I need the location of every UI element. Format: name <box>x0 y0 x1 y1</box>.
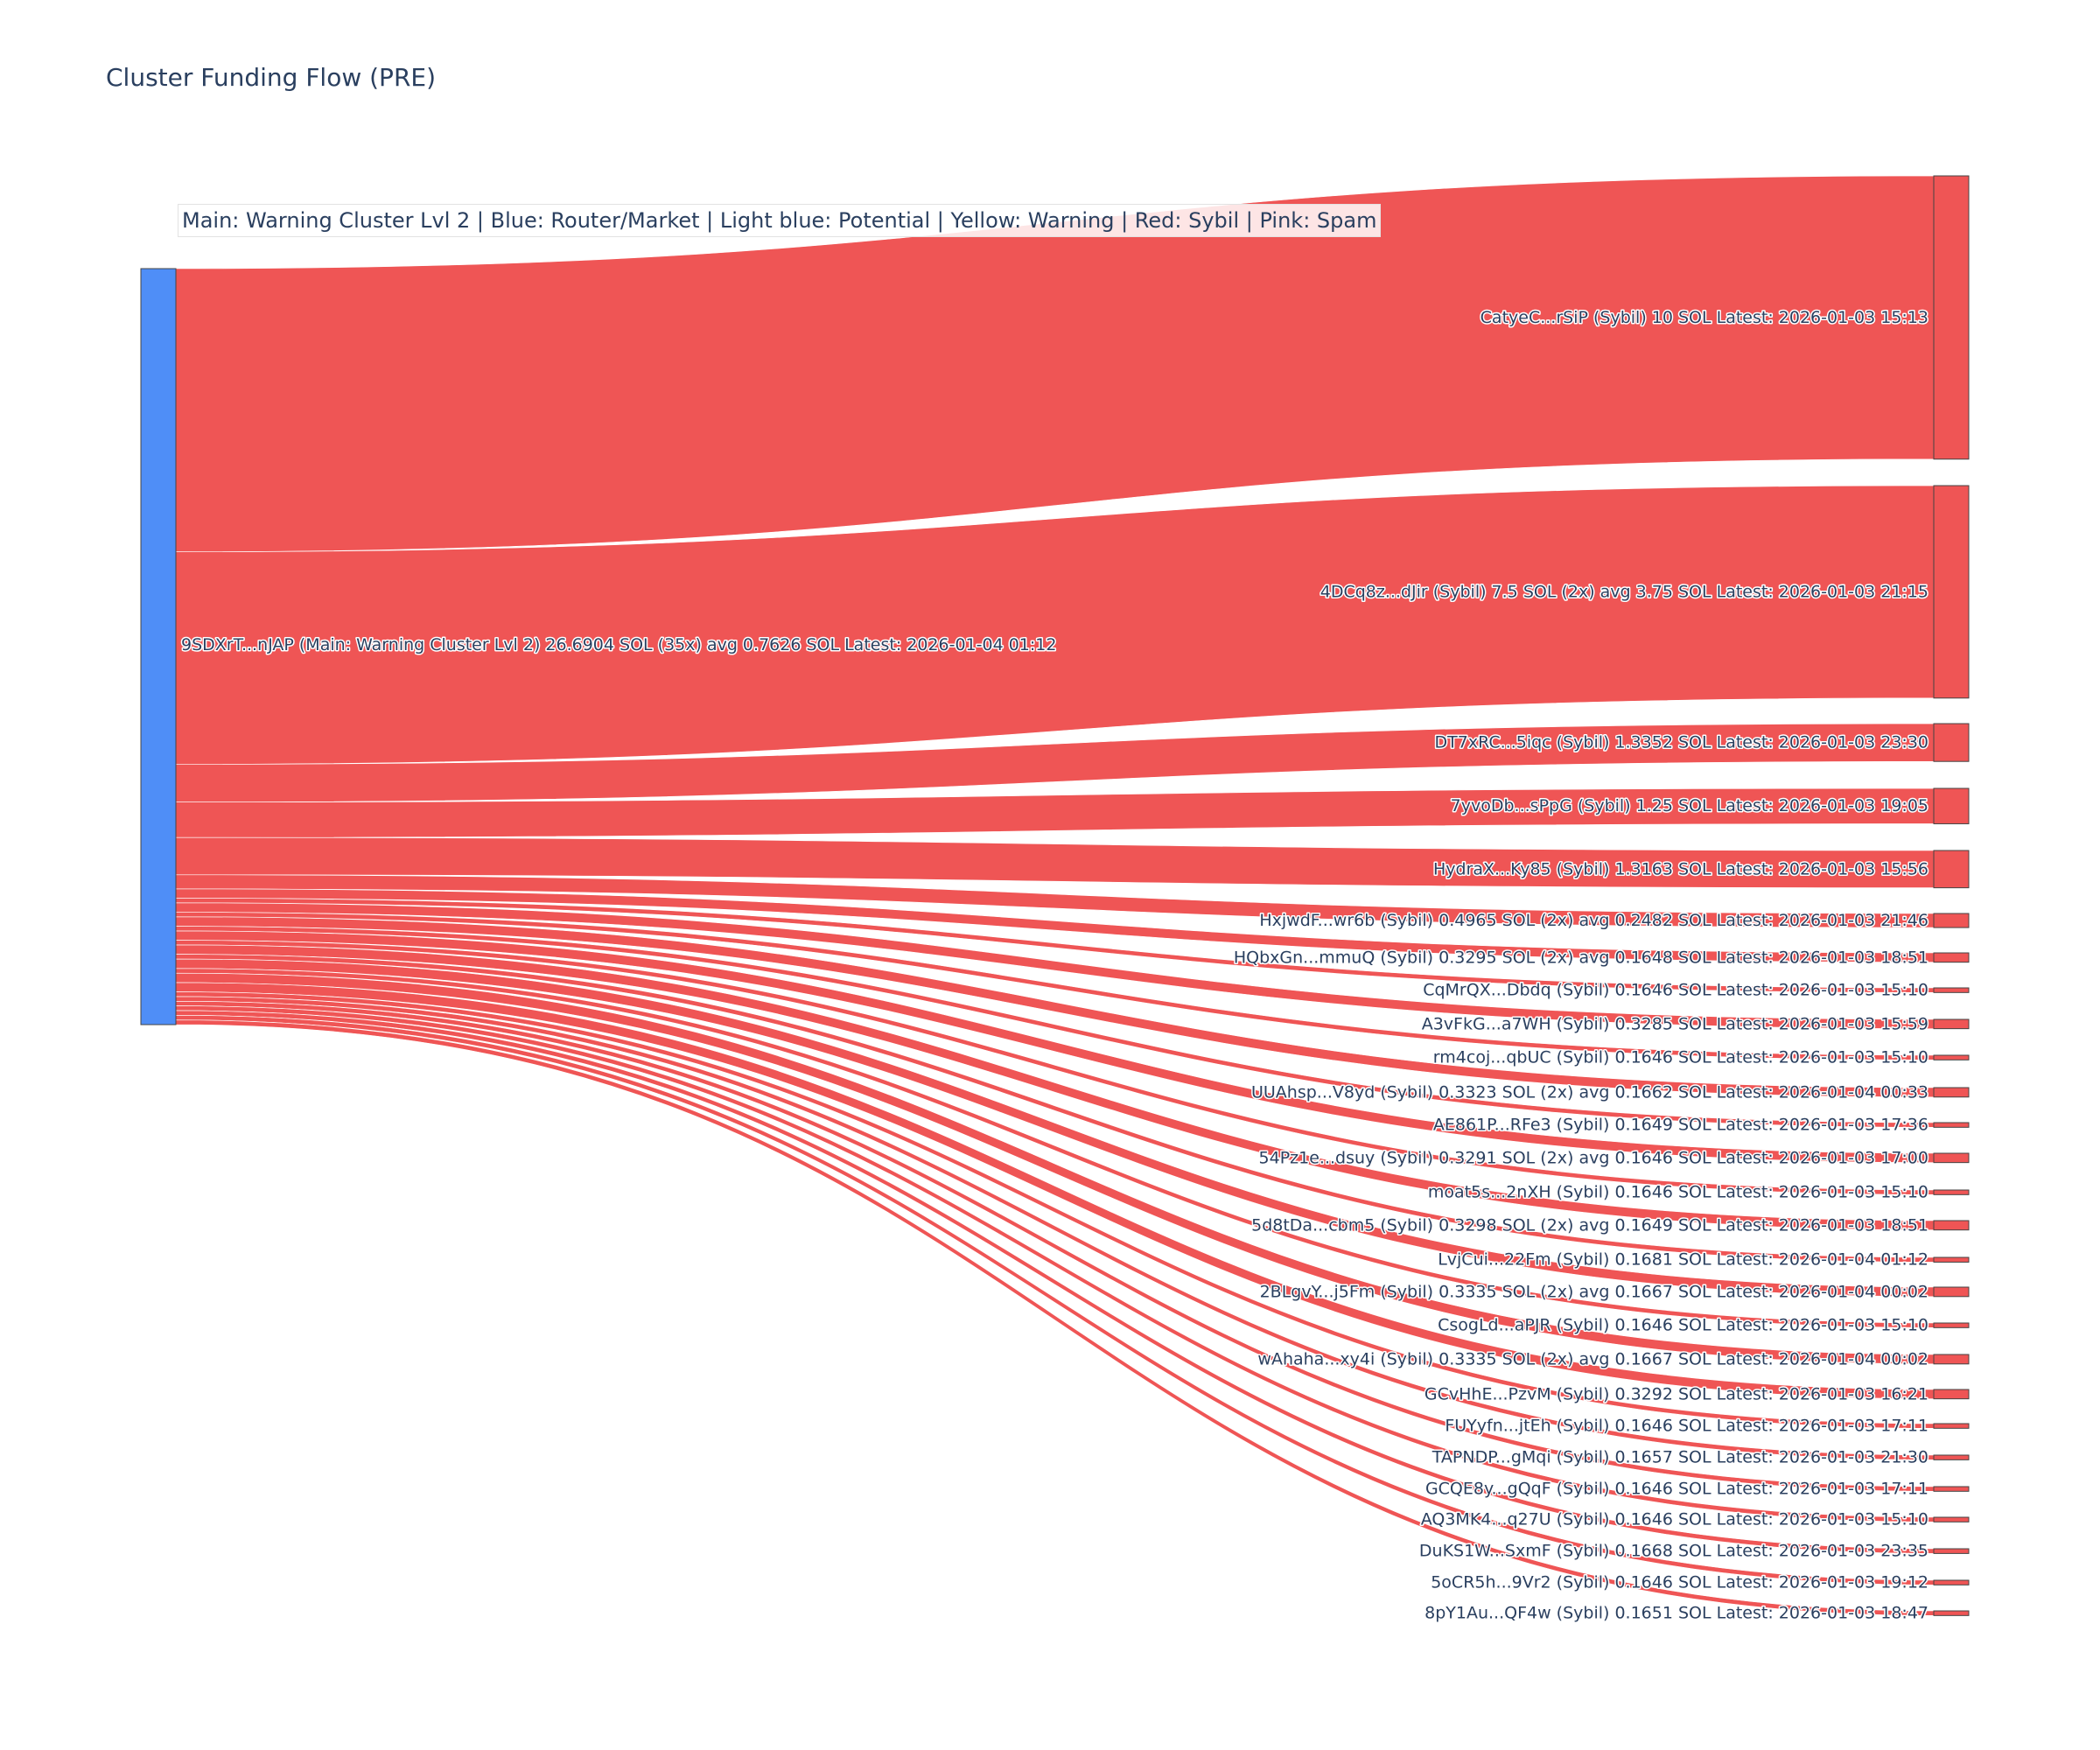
target-label-13: 54Pz1e...dsuy (Sybil) 0.3291 SOL (2x) av… <box>1259 1148 1928 1167</box>
target-label-26: 5oCR5h...9Vr2 (Sybil) 0.1646 SOL Latest:… <box>1431 1573 1928 1592</box>
target-label-10: rm4coj...qbUC (Sybil) 0.1646 SOL Latest:… <box>1433 1048 1928 1068</box>
legend-note: Main: Warning Cluster Lvl 2 | Blue: Rout… <box>178 204 1382 237</box>
target-node-12[interactable] <box>1933 1122 1970 1128</box>
source-label: 9SDXrT...nJAP (Main: Warning Cluster Lvl… <box>181 635 1056 654</box>
target-label-1: CatyeC...rSiP (Sybil) 10 SOL Latest: 202… <box>1480 308 1928 327</box>
target-node-1[interactable] <box>1933 175 1970 460</box>
target-node-14[interactable] <box>1933 1189 1970 1195</box>
target-node-20[interactable] <box>1933 1389 1970 1400</box>
target-label-8: CqMrQX...Dbdq (Sybil) 0.1646 SOL Latest:… <box>1423 981 1928 1000</box>
target-node-25[interactable] <box>1933 1548 1970 1554</box>
target-label-11: UUAhsp...V8yd (Sybil) 0.3323 SOL (2x) av… <box>1251 1082 1928 1102</box>
target-node-21[interactable] <box>1933 1423 1970 1429</box>
target-label-17: 2BLgvY...j5Fm (Sybil) 0.3335 SOL (2x) av… <box>1260 1282 1928 1301</box>
target-label-24: AQ3MK4...q27U (Sybil) 0.1646 SOL Latest:… <box>1421 1510 1928 1530</box>
target-node-13[interactable] <box>1933 1152 1970 1164</box>
target-node-7[interactable] <box>1933 952 1970 963</box>
target-node-27[interactable] <box>1933 1610 1970 1616</box>
target-node-23[interactable] <box>1933 1486 1970 1492</box>
target-label-23: GCQE8y...gQqF (Sybil) 0.1646 SOL Latest:… <box>1425 1480 1928 1499</box>
target-label-7: HQbxGn...mmuQ (Sybil) 0.3295 SOL (2x) av… <box>1234 948 1928 967</box>
target-label-25: DuKS1W...SxmF (Sybil) 0.1668 SOL Latest:… <box>1419 1542 1928 1561</box>
chart-title: Cluster Funding Flow (PRE) <box>106 63 437 92</box>
target-label-27: 8pY1Au...QF4w (Sybil) 0.1651 SOL Latest:… <box>1424 1604 1928 1623</box>
target-label-16: LvjCui...22Fm (Sybil) 0.1681 SOL Latest:… <box>1438 1250 1928 1270</box>
target-label-4: 7yvoDb...sPpG (Sybil) 1.25 SOL Latest: 2… <box>1451 796 1928 816</box>
target-node-22[interactable] <box>1933 1454 1970 1460</box>
target-node-26[interactable] <box>1933 1579 1970 1586</box>
target-node-3[interactable] <box>1933 723 1970 762</box>
target-label-14: moat5s...2nXH (Sybil) 0.1646 SOL Latest:… <box>1428 1183 1928 1202</box>
labels-layer: CatyeC...rSiP (Sybil) 10 SOL Latest: 202… <box>180 306 1930 1624</box>
target-label-9: A3vFkG...a7WH (Sybil) 0.3285 SOL Latest:… <box>1422 1014 1928 1033</box>
target-label-5: HydraX...Ky85 (Sybil) 1.3163 SOL Latest:… <box>1433 859 1928 878</box>
target-label-19: wAhaha...xy4i (Sybil) 0.3335 SOL (2x) av… <box>1257 1349 1928 1368</box>
target-node-18[interactable] <box>1933 1322 1970 1328</box>
target-label-15: 5d8tDa...cbm5 (Sybil) 0.3298 SOL (2x) av… <box>1251 1215 1928 1235</box>
target-node-6[interactable] <box>1933 913 1970 928</box>
links-layer <box>175 175 1935 1616</box>
target-label-12: AE861P...RFe3 (Sybil) 0.1649 SOL Latest:… <box>1433 1116 1928 1135</box>
target-node-9[interactable] <box>1933 1018 1970 1030</box>
target-node-8[interactable] <box>1933 987 1970 993</box>
target-node-2[interactable] <box>1933 485 1970 699</box>
target-node-19[interactable] <box>1933 1354 1970 1365</box>
target-node-16[interactable] <box>1933 1256 1970 1263</box>
nodes-layer <box>140 175 1970 1616</box>
target-node-17[interactable] <box>1933 1286 1970 1298</box>
target-label-20: GCvHhE...PzvM (Sybil) 0.3292 SOL Latest:… <box>1424 1384 1928 1404</box>
target-label-3: DT7xRC...5iqc (Sybil) 1.3352 SOL Latest:… <box>1435 733 1928 752</box>
target-label-2: 4DCq8z...dJir (Sybil) 7.5 SOL (2x) avg 3… <box>1320 582 1928 601</box>
target-label-22: TAPNDP...gMqi (Sybil) 0.1657 SOL Latest:… <box>1432 1448 1928 1467</box>
target-label-6: HxjwdF...wr6b (Sybil) 0.4965 SOL (2x) av… <box>1259 911 1928 930</box>
source-node[interactable] <box>140 268 177 1026</box>
target-node-10[interactable] <box>1933 1054 1970 1060</box>
target-label-18: CsogLd...aPJR (Sybil) 0.1646 SOL Latest:… <box>1438 1316 1928 1335</box>
target-node-24[interactable] <box>1933 1516 1970 1522</box>
target-label-21: FUYyfn...jtEh (Sybil) 0.1646 SOL Latest:… <box>1445 1417 1928 1436</box>
target-node-4[interactable] <box>1933 788 1970 824</box>
target-node-15[interactable] <box>1933 1220 1970 1231</box>
target-node-5[interactable] <box>1933 850 1970 889</box>
target-node-11[interactable] <box>1933 1087 1970 1098</box>
